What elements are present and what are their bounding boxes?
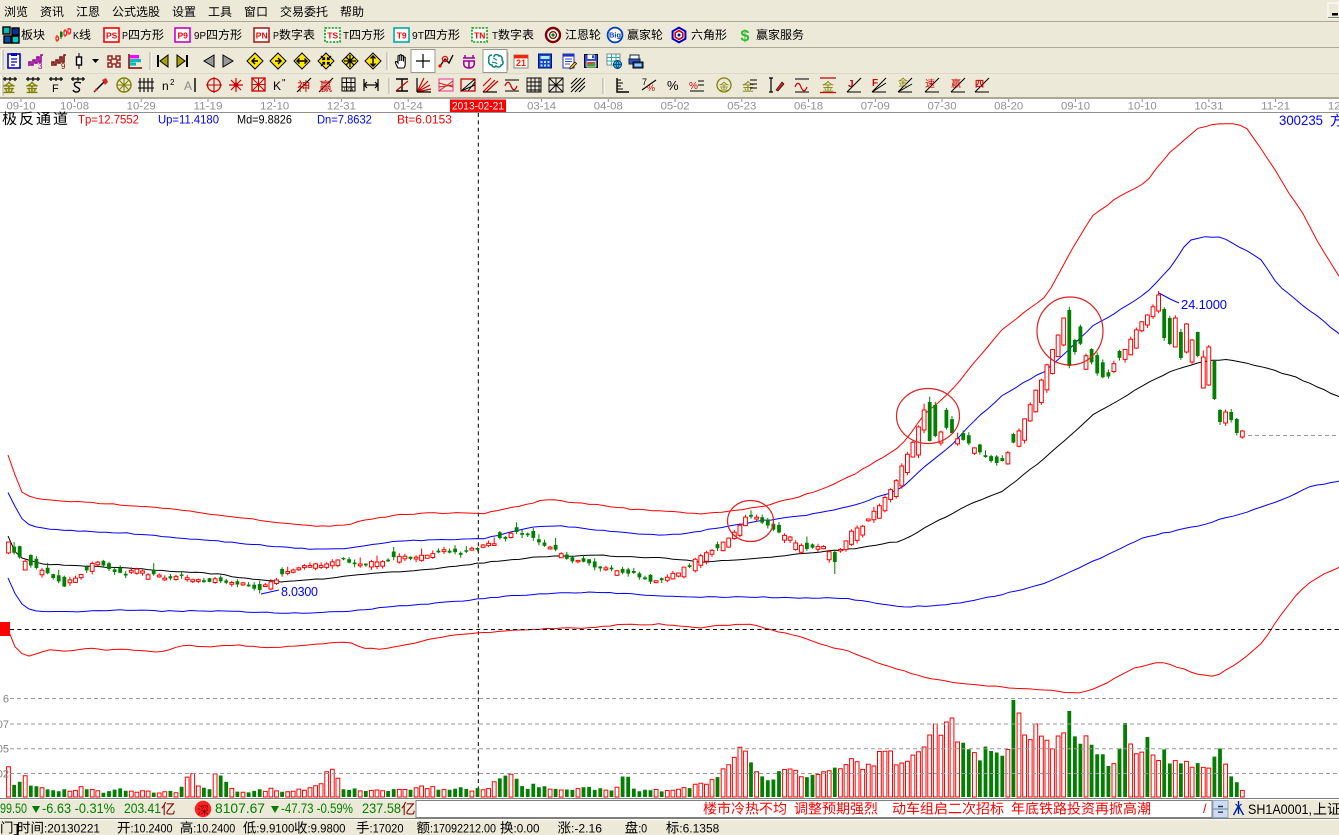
- svg-text:9P: 9P: [194, 31, 206, 42]
- svg-text:12-12: 12-12: [1328, 101, 1339, 113]
- svg-text:03-14: 03-14: [527, 101, 556, 113]
- svg-text:6: 6: [3, 694, 9, 706]
- svg-text:07-30: 07-30: [928, 101, 957, 113]
- svg-text:203.41: 203.41: [124, 800, 161, 816]
- svg-text:05-02: 05-02: [661, 101, 690, 113]
- svg-text:02: 02: [0, 769, 9, 781]
- svg-text:J: J: [848, 79, 854, 90]
- svg-text:9: 9: [61, 62, 66, 71]
- svg-text::6.1358: :6.1358: [679, 822, 719, 835]
- svg-text:123: 123: [343, 87, 354, 93]
- svg-text:TN: TN: [474, 31, 485, 41]
- svg-text::0.00: :0.00: [514, 822, 540, 835]
- svg-text:05: 05: [0, 744, 9, 756]
- svg-text:%: %: [667, 78, 679, 93]
- svg-text::10.2400: :10.2400: [131, 822, 173, 835]
- svg-text:09-10: 09-10: [7, 101, 36, 113]
- svg-text:07-09: 07-09: [861, 101, 890, 113]
- svg-text:07: 07: [0, 719, 9, 731]
- svg-text:SH1A0001,: SH1A0001,: [1248, 801, 1312, 817]
- svg-text:金: 金: [2, 80, 16, 95]
- svg-text:2013-02-21: 2013-02-21: [452, 101, 504, 113]
- svg-text:237.58: 237.58: [362, 800, 401, 816]
- svg-text:$: $: [741, 28, 750, 45]
- svg-text:99.50: 99.50: [0, 800, 27, 816]
- svg-text:K: K: [273, 79, 281, 93]
- svg-text:-47.73 -0.59%: -47.73 -0.59%: [281, 800, 353, 816]
- svg-text:P: P: [273, 31, 279, 42]
- svg-text::9.9100: :9.9100: [256, 822, 294, 835]
- svg-text::17092212.00: :17092212.00: [430, 822, 496, 835]
- svg-text:F: F: [872, 78, 878, 89]
- svg-text:11-19: 11-19: [194, 101, 223, 113]
- svg-text:11-21: 11-21: [1261, 101, 1290, 113]
- svg-text:Bt=6.0153: Bt=6.0153: [397, 113, 452, 127]
- svg-text:2: 2: [170, 78, 175, 87]
- svg-text::-2.16: :-2.16: [571, 822, 602, 835]
- svg-text:T: T: [343, 31, 350, 42]
- svg-text:8.0300: 8.0300: [281, 585, 318, 599]
- svg-text:3: 3: [38, 62, 43, 71]
- svg-text::0: :0: [638, 822, 647, 835]
- svg-text:12-10: 12-10: [260, 101, 289, 113]
- svg-text:05-23: 05-23: [727, 101, 756, 113]
- svg-text:10-29: 10-29: [127, 101, 156, 113]
- svg-text:T9: T9: [397, 31, 407, 41]
- svg-text:Up=11.4180: Up=11.4180: [158, 113, 219, 127]
- svg-text:21: 21: [516, 58, 526, 68]
- svg-text:01-24: 01-24: [394, 101, 423, 113]
- svg-text::9.9800: :9.9800: [308, 822, 346, 835]
- svg-text:Big: Big: [609, 31, 622, 40]
- svg-text:P: P: [122, 31, 128, 42]
- svg-text:9T: 9T: [412, 31, 425, 42]
- svg-text:-6.63 -0.31%: -6.63 -0.31%: [42, 800, 115, 816]
- svg-text::20130221: :20130221: [44, 822, 100, 835]
- svg-text:09-10: 09-10: [1061, 101, 1090, 113]
- svg-text:Md=9.8826: Md=9.8826: [237, 113, 292, 127]
- svg-text:P9: P9: [177, 31, 188, 41]
- svg-text:06-18: 06-18: [794, 101, 823, 113]
- svg-text:四: 四: [975, 79, 984, 89]
- svg-text:A: A: [184, 79, 192, 93]
- svg-text:": ": [282, 78, 286, 89]
- svg-text:8107.67: 8107.67: [215, 800, 265, 816]
- svg-text:08-20: 08-20: [994, 101, 1023, 113]
- svg-text:]: ]: [14, 822, 21, 835]
- svg-text:PN: PN: [256, 31, 268, 41]
- svg-text:PS: PS: [106, 31, 118, 41]
- svg-text:T: T: [492, 31, 499, 42]
- svg-text:F: F: [52, 83, 59, 95]
- svg-text:300235: 300235: [1279, 112, 1323, 128]
- svg-text:10-08: 10-08: [60, 101, 89, 113]
- svg-text:Dn=7.8632: Dn=7.8632: [317, 113, 372, 127]
- svg-text:12-31: 12-31: [327, 101, 356, 113]
- svg-text:n: n: [162, 79, 169, 93]
- svg-text:7: 7: [642, 77, 647, 87]
- svg-text:/: /: [1203, 801, 1207, 816]
- svg-text:10-10: 10-10: [1128, 101, 1157, 113]
- svg-text:TS: TS: [327, 31, 338, 41]
- svg-text:%: %: [647, 83, 655, 93]
- svg-text:04-08: 04-08: [594, 101, 623, 113]
- svg-text:%: %: [689, 81, 698, 92]
- svg-text::10.2400: :10.2400: [193, 822, 235, 835]
- svg-text:10-31: 10-31: [1194, 101, 1223, 113]
- svg-text:Tp=12.7552: Tp=12.7552: [78, 113, 139, 127]
- svg-text:金: 金: [25, 80, 39, 95]
- svg-text::17020: :17020: [370, 822, 404, 835]
- svg-text:24.1000: 24.1000: [1181, 297, 1227, 312]
- svg-text:K: K: [73, 31, 79, 42]
